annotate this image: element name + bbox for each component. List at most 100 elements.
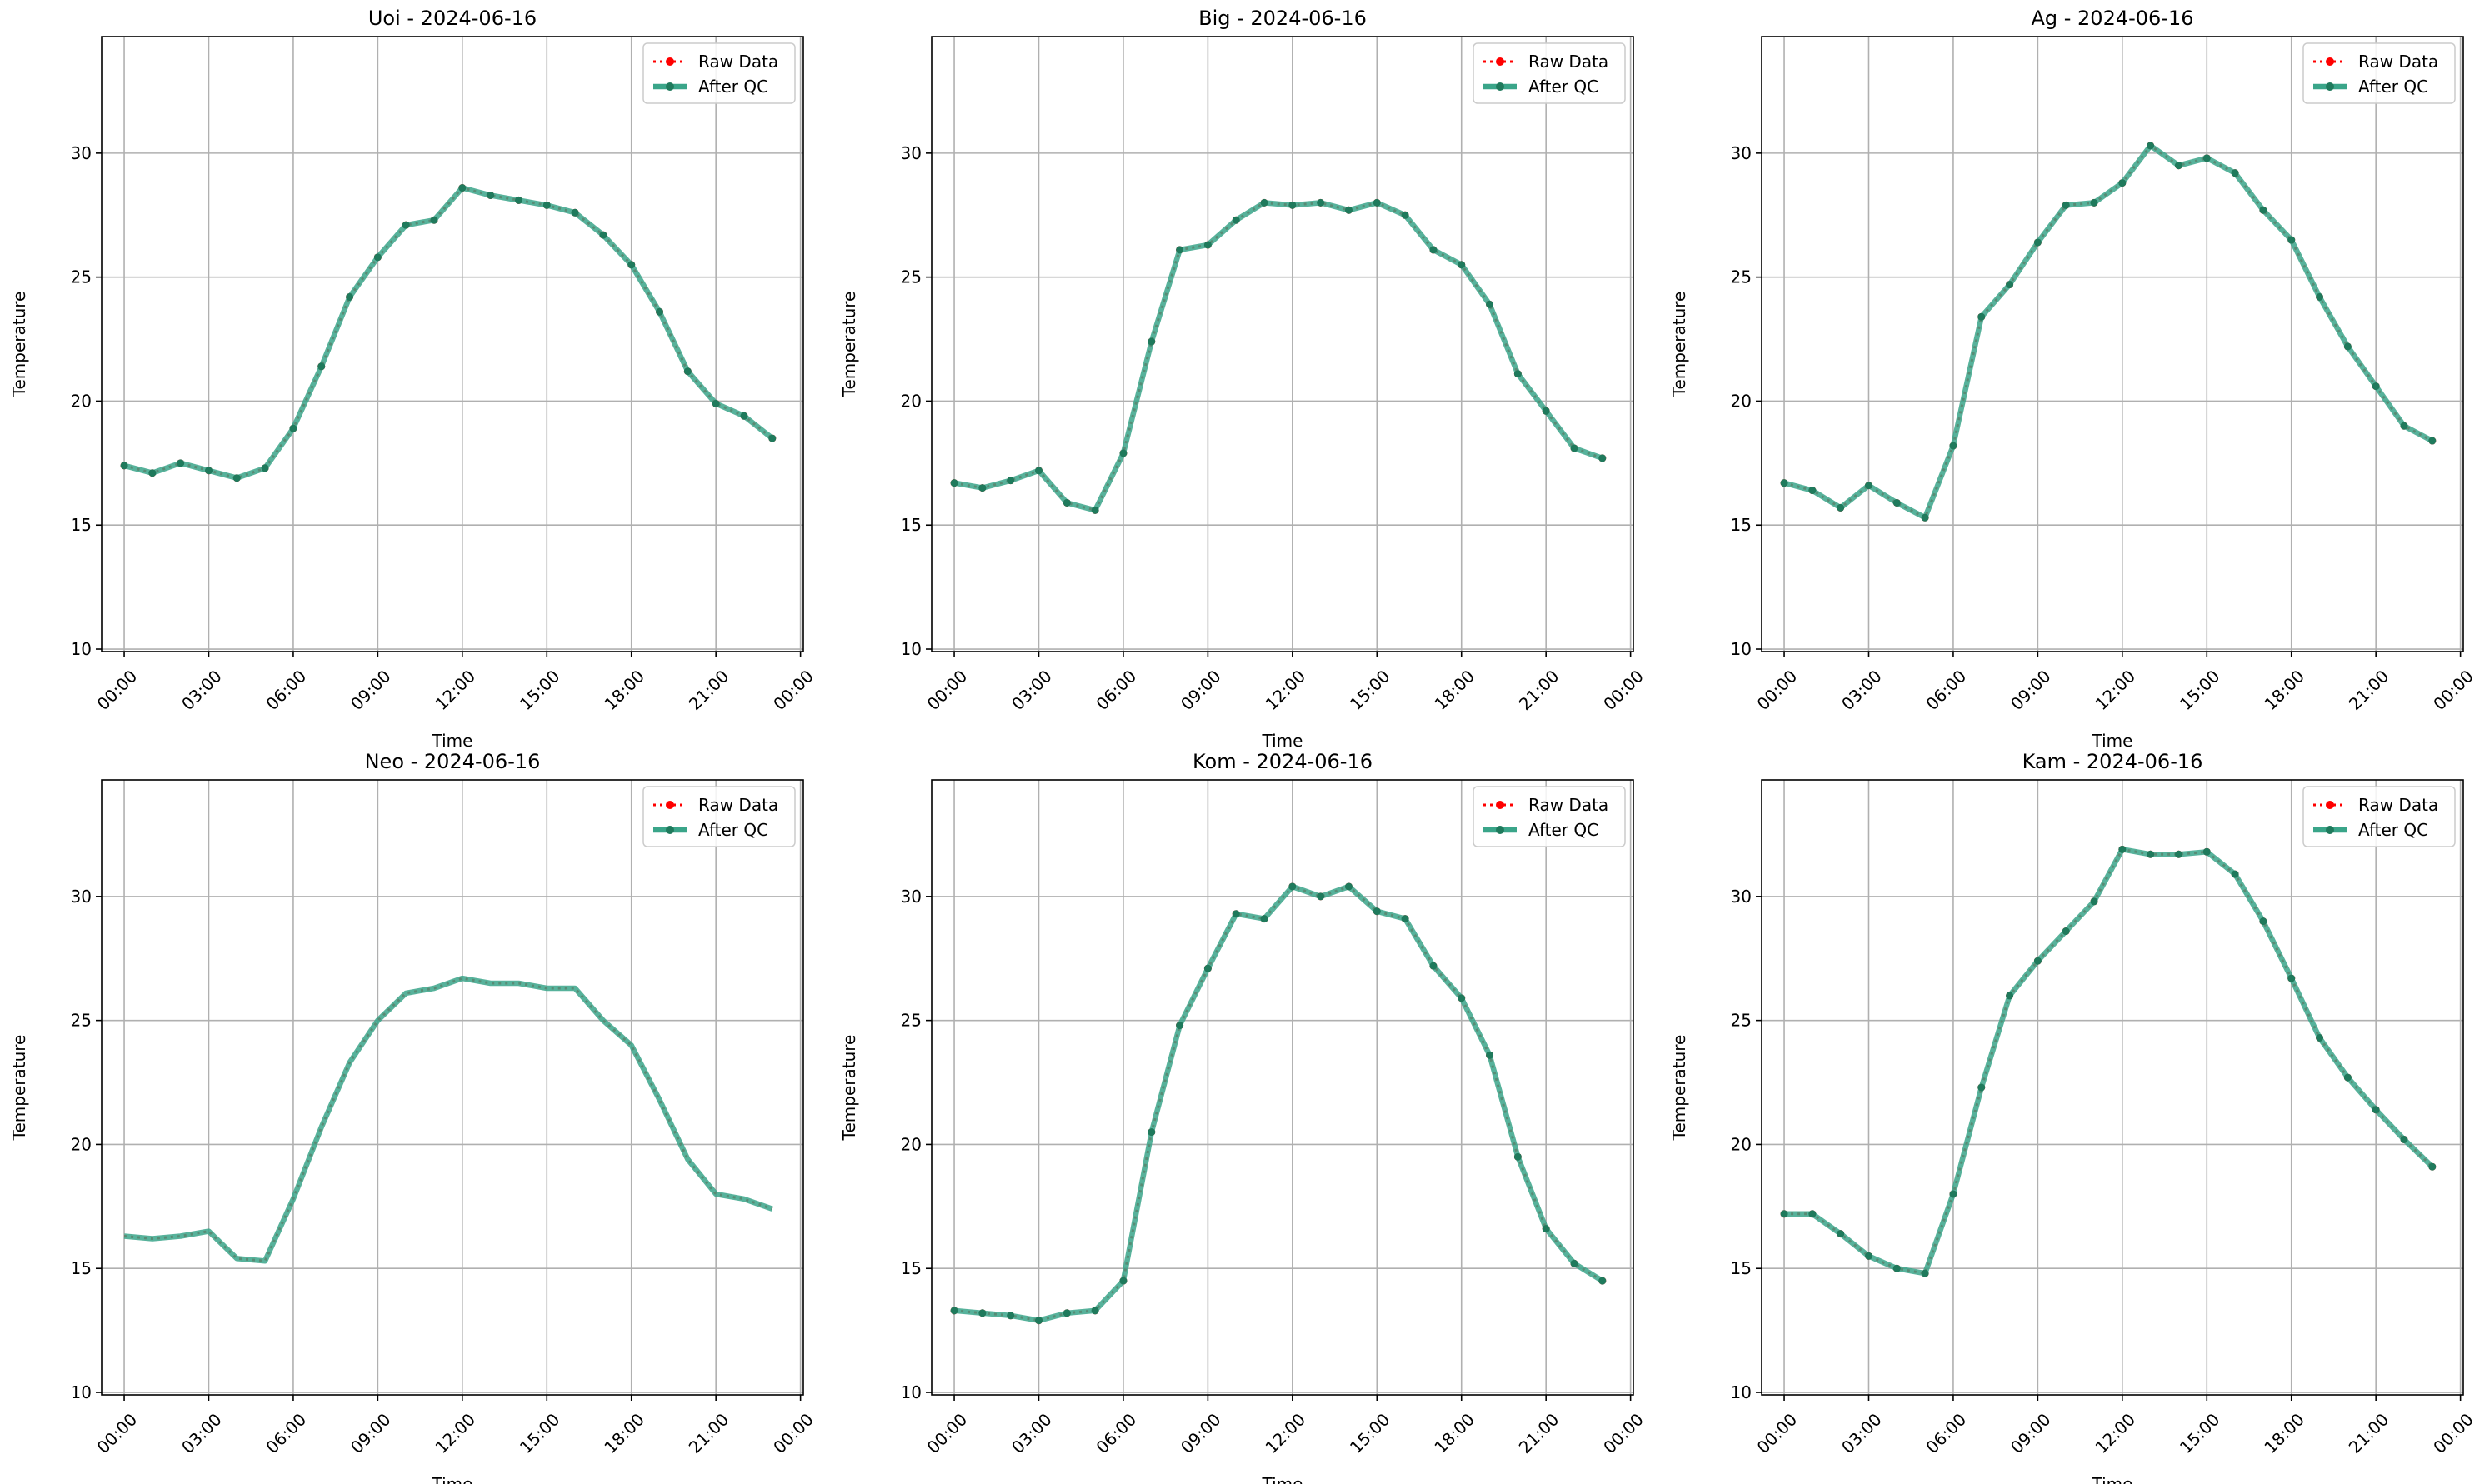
after-qc-point	[2400, 422, 2408, 430]
y-tick-label: 10	[1731, 1382, 1752, 1402]
after-qc-point	[1570, 1259, 1578, 1267]
legend: Raw Data After QC	[2302, 786, 2456, 847]
after-qc-point	[1007, 1312, 1015, 1320]
after-qc-point	[1372, 907, 1381, 916]
raw-data-line	[1783, 143, 2433, 520]
axes-frame	[931, 779, 1634, 1396]
legend-raw-label: Raw Data	[1528, 795, 1608, 815]
legend-qc-marker	[1496, 826, 1504, 834]
x-tick-label: 03:00	[1008, 666, 1056, 714]
x-axis-label: Time	[1262, 1474, 1303, 1484]
x-tick-label: 06:00	[1922, 1409, 1971, 1457]
x-axis-label: Time	[2092, 1474, 2133, 1484]
after-qc-point	[2428, 437, 2437, 445]
x-tick-label: 15:00	[516, 1409, 564, 1457]
y-tick-label: 25	[71, 1011, 92, 1031]
after-qc-point	[261, 464, 269, 472]
x-tick-label: 21:00	[1515, 1409, 1563, 1457]
after-qc-point	[1837, 503, 1845, 512]
after-qc-point	[2202, 154, 2211, 162]
x-tick-label: 00:00	[1753, 1409, 1802, 1457]
x-tick-label: 15:00	[1346, 666, 1394, 714]
legend-raw-label: Raw Data	[1528, 52, 1608, 72]
x-tick-label: 00:00	[1753, 666, 1802, 714]
legend-raw-marker	[666, 57, 674, 66]
y-tick-label: 15	[901, 1258, 922, 1278]
after-qc-point	[1837, 1230, 1845, 1238]
x-tick-label: 09:00	[2007, 1409, 2055, 1457]
after-qc-point	[950, 1307, 958, 1315]
after-qc-point	[1921, 1269, 1929, 1277]
legend-qc-label: After QC	[698, 77, 768, 97]
after-qc-point	[1978, 312, 1986, 321]
after-qc-line	[123, 975, 773, 1264]
y-tick-label: 10	[901, 639, 922, 659]
subplot-4: 00:00 03:00 06:00 09:00 12:00 15:00 18:00 21:00…	[9, 750, 818, 1484]
after-qc-point	[1570, 444, 1578, 452]
y-tick-label: 15	[71, 515, 92, 535]
after-qc-point	[373, 253, 382, 262]
after-qc-point	[1260, 915, 1268, 923]
y-tick-label: 20	[71, 1134, 92, 1154]
after-qc-point	[2372, 382, 2380, 391]
after-qc-point	[1034, 467, 1042, 475]
legend-qc-label: After QC	[2358, 820, 2428, 840]
after-qc-point	[2033, 957, 2042, 965]
y-axis-label: Temperature	[9, 292, 29, 398]
after-qc-point	[1513, 370, 1522, 378]
after-qc-point	[1203, 241, 1212, 249]
after-qc-point	[1148, 337, 1156, 346]
axes-frame	[101, 779, 804, 1396]
after-qc-point	[1921, 513, 1929, 522]
x-tick-label: 03:00	[178, 1409, 226, 1457]
legend: Raw Data After QC	[642, 786, 796, 847]
after-qc-point	[1091, 506, 1099, 514]
y-tick-label: 30	[1731, 143, 1752, 163]
after-qc-point	[2316, 292, 2324, 301]
x-tick-label: 06:00	[262, 666, 311, 714]
after-qc-point	[1232, 910, 1240, 918]
after-qc-point	[1429, 962, 1438, 970]
after-qc-point	[232, 474, 241, 482]
x-tick-label: 09:00	[1177, 1409, 1225, 1457]
y-tick-label: 20	[1731, 1134, 1752, 1154]
y-tick-label: 30	[901, 143, 922, 163]
after-qc-point	[204, 467, 212, 475]
after-qc-point	[1232, 216, 1240, 224]
x-tick-label: 15:00	[2176, 1409, 2224, 1457]
after-qc-point	[1203, 964, 1212, 972]
after-qc-point	[2231, 169, 2239, 177]
after-qc-point	[2259, 917, 2268, 926]
x-tick-label: 00:00	[1599, 1409, 1648, 1457]
x-tick-label: 03:00	[1008, 1409, 1056, 1457]
after-qc-point	[978, 1309, 987, 1317]
after-qc-point	[542, 201, 551, 209]
x-tick-label: 00:00	[1599, 666, 1648, 714]
x-tick-label: 21:00	[2345, 1409, 2393, 1457]
subplot-5: 00:00 03:00 06:00 09:00 12:00 15:00 18:00 21:00…	[839, 750, 1648, 1484]
after-qc-point	[1091, 1307, 1099, 1315]
x-tick-label: 18:00	[1430, 1409, 1478, 1457]
after-qc-point	[2118, 179, 2127, 187]
after-qc-point	[2033, 238, 2042, 247]
after-qc-point	[2090, 897, 2098, 906]
legend-raw-label: Raw Data	[698, 795, 778, 815]
x-tick-label: 03:00	[1838, 666, 1886, 714]
after-qc-point	[2343, 342, 2352, 351]
after-qc-point	[740, 412, 748, 420]
after-qc-point	[1372, 198, 1381, 207]
y-tick-label: 25	[1731, 267, 1752, 287]
y-tick-label: 10	[901, 1382, 922, 1402]
x-tick-label: 21:00	[685, 1409, 733, 1457]
after-qc-point	[2147, 142, 2155, 150]
x-tick-label: 00:00	[2429, 1409, 2478, 1457]
x-tick-label: 09:00	[347, 666, 395, 714]
x-tick-label: 21:00	[1515, 666, 1563, 714]
x-tick-label: 00:00	[2429, 666, 2478, 714]
after-qc-point	[318, 362, 326, 371]
axes-frame	[101, 36, 804, 652]
after-qc-point	[1260, 198, 1268, 207]
x-tick-label: 21:00	[2345, 666, 2393, 714]
y-tick-label: 10	[1731, 639, 1752, 659]
after-qc-point	[2316, 1033, 2324, 1042]
